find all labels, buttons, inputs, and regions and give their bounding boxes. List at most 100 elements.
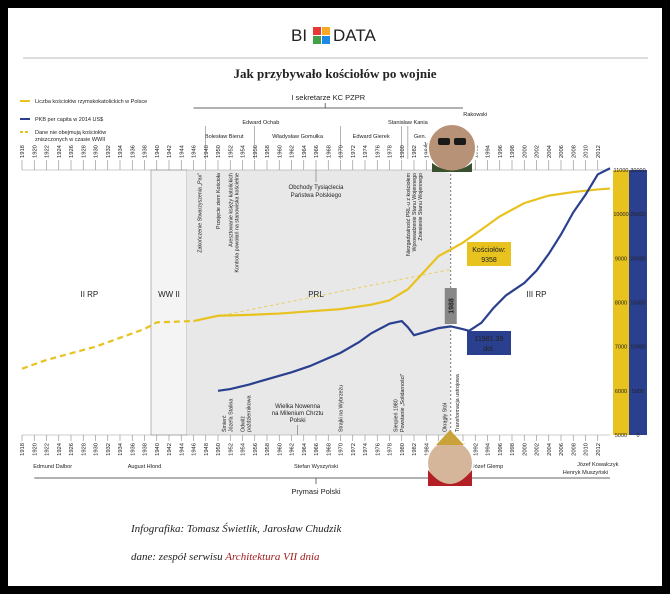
- top-tick-label: 1980: [400, 145, 406, 158]
- logo-text-left: BI: [291, 26, 307, 45]
- top-tick-label: 1922: [45, 145, 51, 158]
- secretaries-timeline: I sekretarze KC PZPR Edward Ochab Bolesław…: [193, 93, 487, 159]
- chart-title: Jak przybywało kościołów po wojnie: [234, 66, 437, 81]
- right-axis-tick: 15000: [630, 301, 645, 307]
- top-tick-label: 2002: [535, 145, 541, 158]
- credits-data-link[interactable]: Architektura VII dnia: [225, 551, 320, 563]
- event-note-bottom-line3: Polski: [290, 418, 306, 424]
- bottom-tick-label: 1958: [265, 443, 271, 456]
- top-tick-label: 2012: [596, 145, 602, 158]
- bottom-tick-label: 1946: [192, 443, 198, 456]
- bottom-tick-label: 1918: [20, 443, 26, 456]
- top-tick-label: 1934: [118, 144, 124, 158]
- primates-heading: Prymasi Polski: [291, 487, 341, 496]
- callouts: Kościołów: 9358 11981.39 dol.: [467, 242, 511, 355]
- bottom-tick-label: 1940: [155, 443, 161, 456]
- logo-icon: [313, 27, 330, 44]
- period-label: PRL: [308, 290, 324, 299]
- right-axis-tick: 30000: [630, 168, 645, 174]
- top-tick-label: 1940: [155, 145, 161, 158]
- callout-churches-label: Kościołów:: [472, 247, 506, 254]
- bottom-tick-label: 1962: [290, 443, 296, 456]
- top-tick-label: 1974: [363, 144, 369, 158]
- bottom-tick-label: 1984: [424, 442, 430, 456]
- bottom-tick-label: 1978: [388, 443, 394, 456]
- event-top: Przejęcie ziem Kościoła: [216, 173, 222, 229]
- top-year-axis: 1918 1920 1922 1924 1926 1928 1930 1932 1934 1936…: [20, 144, 610, 171]
- callout-churches: [467, 242, 511, 266]
- portrait-glemp: [426, 430, 474, 487]
- top-tick-label: 1970: [339, 145, 345, 158]
- secretary-name: Gen.: [414, 134, 427, 140]
- primate-name: Józef Kowalczyk: [577, 462, 619, 468]
- top-tick-label: 1958: [265, 145, 271, 158]
- bottom-tick-label: 2012: [596, 443, 602, 456]
- bottom-tick-label: 1928: [81, 443, 87, 456]
- top-tick-label: 1918: [20, 145, 26, 158]
- bottom-tick-label: 1998: [510, 443, 516, 456]
- primates-timeline: Edmund Dalbor August Hlond Stefan Wyszyńsk…: [33, 462, 618, 496]
- top-tick-label: 2006: [559, 145, 565, 158]
- primate-name: Stefan Wyszyński: [294, 464, 338, 470]
- callout-churches-value: 9358: [481, 257, 497, 264]
- bottom-tick-label: 1994: [486, 442, 492, 456]
- bottom-tick-label: 1922: [45, 443, 51, 456]
- callout-gdp: [467, 331, 511, 355]
- bottom-tick-label: 1952: [228, 443, 234, 456]
- top-tick-label: 1950: [216, 145, 222, 158]
- top-tick-label: 1932: [106, 145, 112, 158]
- right-axis-tick: 25000: [630, 212, 645, 218]
- bottom-tick-label: 1974: [363, 442, 369, 456]
- top-tick-label: 1956: [253, 145, 259, 158]
- event-bottom: Okrągły Stół: [443, 402, 449, 432]
- right-axis-tick: 10000: [630, 345, 645, 351]
- bottom-tick-label: 1942: [167, 443, 173, 456]
- series-line: [217, 167, 611, 392]
- bottom-tick-label: 1944: [179, 442, 185, 456]
- period-labels: II RP WW II PRL III RP: [80, 290, 546, 299]
- bottom-tick-label: 1926: [69, 443, 75, 456]
- primate-name: August Hlond: [128, 464, 162, 470]
- bottom-tick-label: 1980: [400, 443, 406, 456]
- bottom-tick-label: 1982: [412, 443, 418, 456]
- value-axes: 5000 6000 7000 8000 9000 10000 11000 0 5000 10000…: [613, 168, 647, 439]
- event-bottom: Strajki na Wybrzeżu: [339, 385, 345, 432]
- period-label: II RP: [80, 290, 98, 299]
- right-axis-tick: 0: [636, 433, 639, 439]
- bottom-year-axis: 1918 1920 1922 1924 1926 1928 1930 1932 1934 1936…: [20, 434, 610, 456]
- series: [21, 167, 611, 392]
- infographic: BI DATA Jak przybywało kościołów po wojn…: [8, 8, 662, 586]
- top-tick-label: 1924: [57, 144, 63, 158]
- bottom-tick-label: 1960: [277, 443, 283, 456]
- callout-gdp-label: 11981.39: [475, 336, 504, 343]
- top-tick-label: 2008: [571, 145, 577, 158]
- top-tick-label: 1944: [179, 144, 185, 158]
- event-note-bottom-line2: na Milenium Chrztu: [272, 411, 324, 417]
- secretary-name: Ja: [423, 142, 430, 148]
- bottom-tick-label: 1992: [473, 443, 479, 456]
- top-tick-label: 1930: [94, 145, 100, 158]
- top-tick-label: 1942: [167, 145, 173, 158]
- secretary-name: Edward Ochab: [242, 120, 279, 126]
- top-tick-label: 2000: [522, 145, 528, 158]
- year-marker-box: [444, 288, 457, 324]
- top-tick-label: 1968: [326, 145, 332, 158]
- logo-text-right: DATA: [333, 26, 376, 45]
- top-tick-label: 1976: [375, 145, 381, 158]
- top-tick-label: 1978: [388, 145, 394, 158]
- bottom-tick-label: 1936: [130, 443, 136, 456]
- top-tick-label: 1996: [498, 145, 504, 158]
- left-axis-tick: 5000: [615, 433, 627, 439]
- top-tick-label: 1954: [241, 144, 247, 158]
- event-bottom: Transformacja ustrojowa: [455, 374, 461, 432]
- series-projection: [193, 268, 451, 322]
- secretaries-heading: I sekretarze KC PZPR: [291, 93, 365, 102]
- bottom-tick-label: 2010: [584, 443, 590, 456]
- bottom-tick-label: 2004: [547, 442, 553, 456]
- bottom-tick-label: 1930: [94, 443, 100, 456]
- top-tick-label: 1936: [130, 145, 136, 158]
- event-bottom: Powstanie „Solidarności”: [400, 373, 406, 432]
- credits-data: dane: zespół serwisu Architektura VII dn…: [131, 551, 341, 563]
- secretary-name: Edward Gierek: [353, 134, 390, 140]
- top-tick-label: 1994: [486, 144, 492, 158]
